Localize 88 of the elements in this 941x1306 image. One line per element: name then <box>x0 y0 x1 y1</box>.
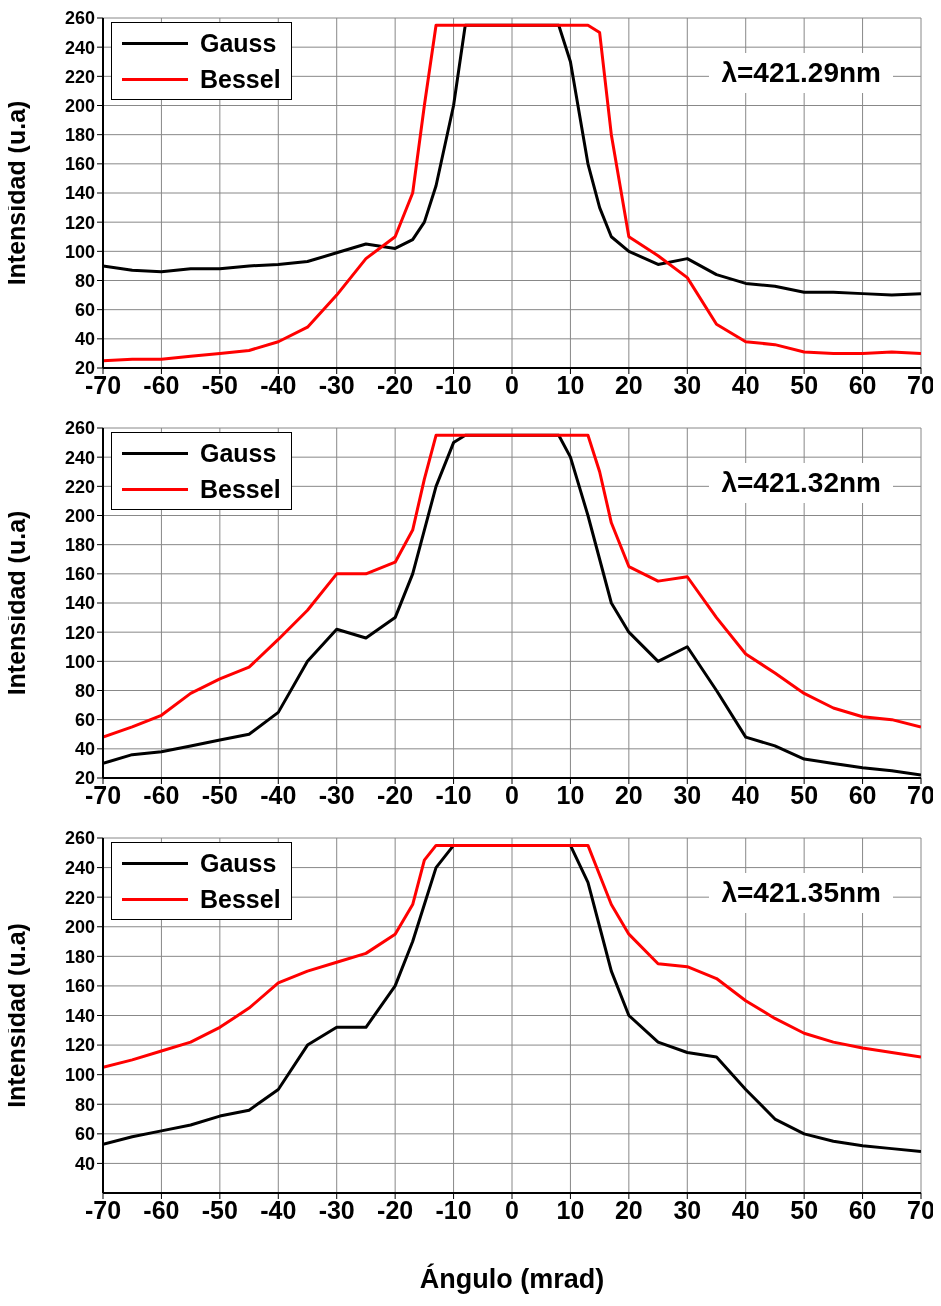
x-tick-label: 20 <box>614 370 643 399</box>
x-tick-label: -60 <box>143 780 180 809</box>
x-tick-label: -50 <box>201 1195 238 1224</box>
y-tick-label: 160 <box>64 564 95 585</box>
x-tick-label: -60 <box>143 1195 180 1224</box>
x-tick-label: -10 <box>435 780 472 809</box>
y-tick-label: 200 <box>64 917 95 938</box>
x-tick-label: 60 <box>848 780 877 809</box>
y-tick-label: 260 <box>64 418 95 439</box>
x-tick-label: 50 <box>790 780 819 809</box>
x-tick-label: 10 <box>556 370 585 399</box>
x-tick-label: 20 <box>614 1195 643 1224</box>
x-tick-label: -50 <box>201 370 238 399</box>
y-tick-label: 60 <box>74 1124 95 1145</box>
x-tick-label: -10 <box>435 1195 472 1224</box>
x-tick-label: -60 <box>143 370 180 399</box>
x-tick-label: 30 <box>673 370 702 399</box>
y-tick-label: 40 <box>74 739 95 760</box>
x-tick-label: -40 <box>260 780 297 809</box>
x-tick-label: -40 <box>260 1195 297 1224</box>
legend-label: Gauss <box>200 438 277 469</box>
y-tick-label: 260 <box>64 8 95 29</box>
x-tick-label: 60 <box>848 370 877 399</box>
x-tick-label: 0 <box>505 370 519 399</box>
y-tick-label: 260 <box>64 828 95 849</box>
y-tick-label: 220 <box>64 476 95 497</box>
x-tick-label: -30 <box>318 1195 355 1224</box>
y-tick-label: 240 <box>64 447 95 468</box>
y-tick-label: 160 <box>64 154 95 175</box>
x-tick-label: 50 <box>790 370 819 399</box>
y-tick-label: 240 <box>64 37 95 58</box>
y-tick-label: 100 <box>64 651 95 672</box>
y-tick-label: 180 <box>64 125 95 146</box>
legend-label: Gauss <box>200 28 277 59</box>
y-tick-label: 80 <box>74 680 95 701</box>
x-tick-label: -10 <box>435 370 472 399</box>
y-tick-label: 120 <box>64 1035 95 1056</box>
x-tick-label: 40 <box>731 1195 760 1224</box>
x-tick-label: 0 <box>505 1195 519 1224</box>
x-tick-label: -20 <box>377 780 414 809</box>
x-tick-label: -20 <box>377 1195 414 1224</box>
x-tick-label: 30 <box>673 1195 702 1224</box>
x-tick-label: 10 <box>556 1195 585 1224</box>
y-tick-label: 140 <box>64 593 95 614</box>
line-series <box>103 23 921 363</box>
x-tick-label: -30 <box>318 780 355 809</box>
y-tick-label: 180 <box>64 946 95 967</box>
y-tick-label: 220 <box>64 887 95 908</box>
annotation: λ=421.29nm <box>709 53 893 93</box>
line-series <box>103 843 921 1069</box>
x-tick-label: 60 <box>848 1195 877 1224</box>
x-tick-label: 0 <box>505 780 519 809</box>
x-tick-label: 30 <box>673 780 702 809</box>
y-tick-label: 120 <box>64 212 95 233</box>
y-tick-label: 100 <box>64 241 95 262</box>
y-tick-label: 160 <box>64 976 95 997</box>
y-tick-label: 140 <box>64 183 95 204</box>
y-tick-label: 80 <box>74 1094 95 1115</box>
legend-label: Gauss <box>200 848 277 879</box>
x-tick-label: 40 <box>731 780 760 809</box>
y-tick-label: 120 <box>64 622 95 643</box>
x-tick-label: -30 <box>318 370 355 399</box>
x-tick-label: -40 <box>260 370 297 399</box>
y-tick-label: 100 <box>64 1065 95 1086</box>
x-axis-title: Ángulo (mrad) <box>419 1263 605 1294</box>
y-tick-label: 40 <box>74 329 95 350</box>
x-tick-label: 10 <box>556 780 585 809</box>
y-tick-label: 180 <box>64 535 95 556</box>
x-tick-label: 50 <box>790 1195 819 1224</box>
annotation: λ=421.35nm <box>709 873 893 913</box>
x-tick-label: 20 <box>614 780 643 809</box>
y-tick-label: 80 <box>74 270 95 291</box>
annotation: λ=421.32nm <box>709 463 893 503</box>
x-tick-label: -50 <box>201 780 238 809</box>
y-tick-label: 200 <box>64 505 95 526</box>
y-tick-label: 220 <box>64 66 95 87</box>
y-tick-label: 140 <box>64 1005 95 1026</box>
y-tick-label: 60 <box>74 300 95 321</box>
y-tick-label: 40 <box>74 1153 95 1174</box>
x-tick-label: -70 <box>84 1195 122 1224</box>
legend-label: Bessel <box>200 474 281 505</box>
legend-label: Bessel <box>200 884 281 915</box>
legend-label: Bessel <box>200 64 281 95</box>
x-tick-label: -20 <box>377 370 414 399</box>
x-tick-label: 40 <box>731 370 760 399</box>
y-tick-label: 200 <box>64 95 95 116</box>
y-tick-label: 240 <box>64 857 95 878</box>
y-tick-label: 60 <box>74 710 95 731</box>
